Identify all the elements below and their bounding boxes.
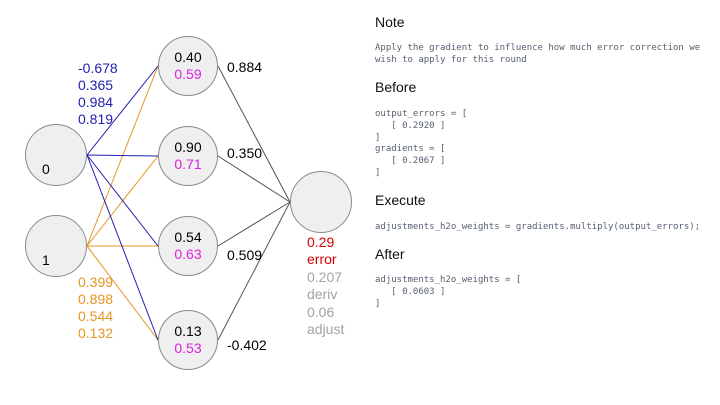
after-code: adjustments_h2o_weights = [ [ 0.0603 ] ]: [375, 275, 522, 309]
before-code: output_errors = [ [ 0.2920 ] ] gradients…: [375, 109, 468, 178]
notes-panel: Note Apply the gradient to influence how…: [375, 0, 715, 405]
hidden-node-1-value: 0.40: [174, 49, 202, 65]
weight-label: 0.898: [78, 291, 114, 307]
input-1-weights: 0.399 0.898 0.544 0.132: [78, 274, 113, 342]
hidden-node-1: 0.40 0.59: [158, 36, 218, 96]
hidden-node-3: 0.54 0.63: [158, 216, 218, 276]
deriv-label: deriv: [307, 286, 338, 303]
hidden-output-weight-4: -0.402: [227, 337, 267, 353]
hidden-node-2-second-value: 0.71: [174, 156, 202, 172]
weight-label: 0.399: [78, 274, 114, 290]
adjust-label: adjust: [307, 320, 345, 337]
execute-code: adjustments_h2o_weights = gradients.mult…: [375, 222, 701, 232]
edge-hidden-4-output: [217, 201, 291, 341]
hidden-output-weight-2: 0.350: [227, 145, 263, 161]
hidden-node-3-value: 0.54: [174, 229, 202, 245]
input-0-weights: -0.678 0.365 0.984 0.819: [78, 60, 118, 128]
before-heading: Before: [375, 79, 417, 95]
weight-label: 0.984: [78, 94, 114, 110]
deriv-value: 0.207: [307, 268, 343, 285]
edge-input-0-hidden-1: [86, 65, 159, 156]
hidden-node-3-second-value: 0.63: [174, 246, 202, 262]
hidden-node-2: 0.90 0.71: [158, 126, 218, 186]
note-text: Apply the gradient to influence how much…: [375, 43, 701, 65]
neural-network-diagram: 0 1 0.40 0.59 0.90 0.71 0.54 0.63 0.13 0…: [25, 36, 352, 370]
note-heading: Note: [375, 14, 405, 30]
edge-input-0-hidden-4: [86, 154, 159, 341]
error-value: 0.29: [307, 234, 335, 250]
hidden-output-weight-1: 0.884: [227, 59, 263, 75]
hidden-node-1-second-value: 0.59: [174, 66, 202, 82]
connection-edges: [86, 65, 291, 341]
hidden-output-weight-3: 0.509: [227, 247, 263, 263]
error-label: error: [307, 251, 337, 268]
input-node-1: 1: [25, 215, 87, 277]
weight-label: 0.365: [78, 77, 114, 93]
input-node-0-value: 0: [42, 161, 50, 177]
edge-input-0-hidden-2: [86, 154, 159, 157]
hidden-node-4-second-value: 0.53: [174, 340, 202, 356]
weight-label: 0.132: [78, 325, 114, 341]
input-node-1-value: 1: [42, 252, 50, 268]
edge-input-0-hidden-3: [86, 154, 159, 247]
edge-hidden-2-output: [217, 155, 291, 203]
hidden-node-2-value: 0.90: [174, 139, 202, 155]
edge-hidden-1-output: [217, 65, 291, 203]
output-stats: 0.29 error 0.207 deriv 0.06 adjust: [307, 234, 344, 338]
weight-label: -0.678: [78, 60, 118, 76]
edge-hidden-3-output: [217, 201, 291, 247]
weight-label: 0.544: [78, 308, 114, 324]
hidden-node-4-value: 0.13: [174, 323, 202, 339]
execute-heading: Execute: [375, 192, 426, 208]
after-heading: After: [375, 246, 405, 262]
input-node-0: 0: [25, 124, 87, 186]
edge-input-1-hidden-4: [86, 245, 159, 341]
hidden-node-4: 0.13 0.53: [158, 310, 218, 370]
output-node: [290, 171, 352, 233]
adjust-value: 0.06: [307, 303, 335, 320]
weight-label: 0.819: [78, 111, 114, 127]
